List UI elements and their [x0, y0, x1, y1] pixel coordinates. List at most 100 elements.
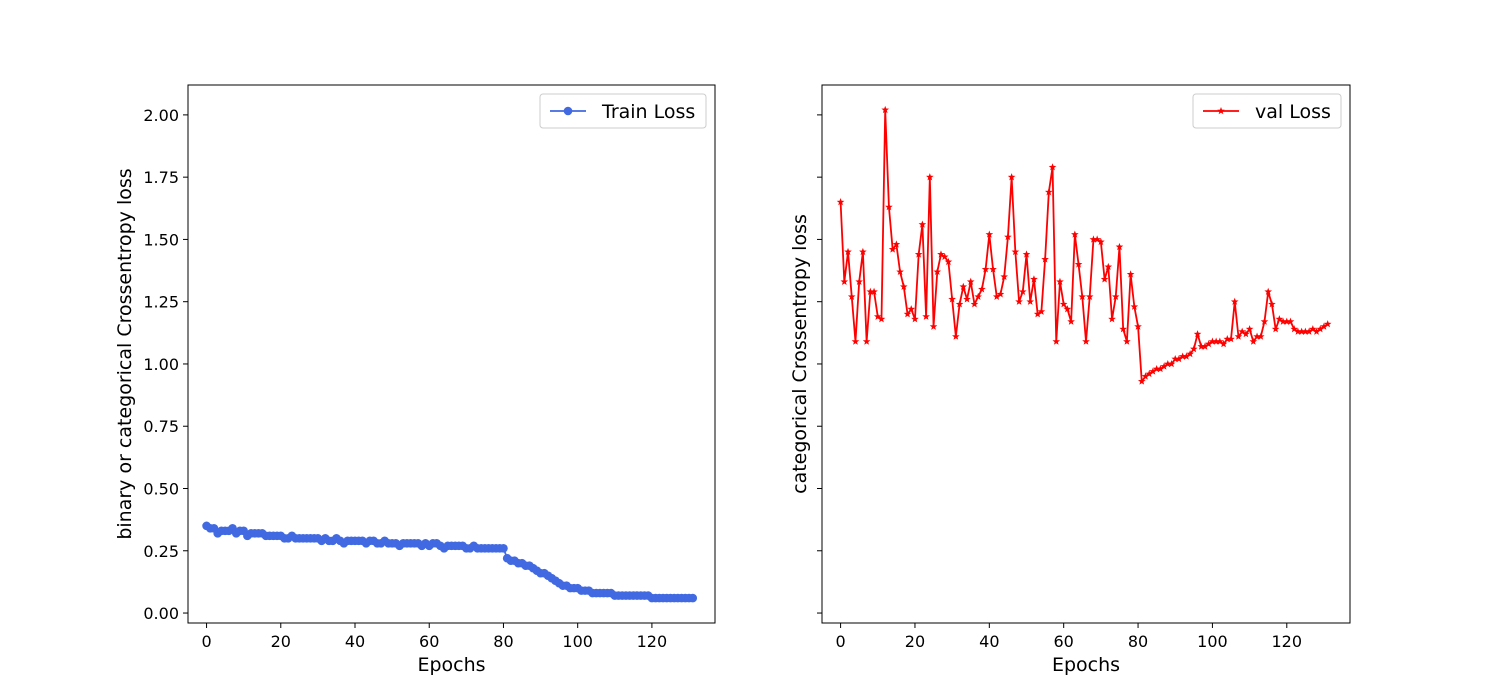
data-point: [1093, 235, 1101, 243]
data-point: [1152, 364, 1161, 373]
data-point: [1149, 367, 1157, 375]
data-point: [870, 287, 878, 295]
data-point: [1048, 163, 1057, 171]
data-point: [1238, 327, 1246, 335]
data-point: [885, 203, 893, 211]
data-point: [499, 543, 508, 553]
data-point: [1301, 327, 1310, 335]
data-point: [873, 312, 882, 320]
data-point: [940, 252, 949, 261]
plot-frame: [821, 84, 1351, 624]
x-tick-label: 120: [637, 632, 668, 651]
y-axis-label: categorical Crossentropy loss: [789, 214, 811, 494]
data-point: [922, 312, 930, 320]
x-tick-label: 60: [1054, 632, 1074, 651]
data-point: [1249, 337, 1258, 345]
data-point: [859, 247, 867, 256]
data-point: [1119, 325, 1127, 333]
data-point: [1164, 359, 1172, 368]
data-point: [1022, 250, 1031, 258]
y-tick-label: 2.00: [143, 106, 179, 125]
data-point: [862, 337, 871, 345]
data-point: [1219, 340, 1228, 348]
x-tick-label: 0: [835, 632, 845, 651]
data-point: [1004, 232, 1012, 241]
x-tick-label: 80: [1128, 632, 1148, 651]
data-point: [1037, 307, 1046, 315]
data-point: [1000, 272, 1008, 281]
data-point: [937, 250, 945, 258]
data-point: [1227, 335, 1235, 343]
data-point: [1115, 242, 1124, 251]
data-point: [1320, 322, 1328, 330]
y-tick-label: 1.50: [143, 230, 179, 249]
data-point: [955, 300, 964, 308]
x-tick-label: 100: [1197, 632, 1228, 651]
data-point: [966, 277, 975, 285]
y-tick-label: 1.75: [143, 168, 179, 187]
data-point: [1056, 277, 1064, 285]
data-point: [844, 247, 852, 256]
x-tick-label: 80: [493, 632, 513, 651]
data-point: [1067, 317, 1075, 325]
data-point: [888, 245, 897, 253]
data-point: [1126, 270, 1135, 278]
x-axis-label: Epochs: [417, 654, 485, 676]
y-axis-label: binary or categorical Crossentropy loss: [114, 168, 136, 539]
data-point: [1045, 188, 1053, 196]
data-point: [1015, 297, 1023, 305]
data-point: [1052, 337, 1061, 345]
data-point: [1216, 337, 1224, 345]
data-point: [1026, 297, 1035, 305]
x-tick-label: 120: [1272, 632, 1303, 651]
data-point: [1097, 237, 1105, 246]
x-tick-label: 40: [979, 632, 999, 651]
data-point: [1286, 317, 1295, 325]
data-point: [926, 173, 934, 181]
x-tick-label: 20: [271, 632, 291, 651]
x-tick-label: 20: [905, 632, 925, 651]
data-point: [1030, 275, 1038, 283]
data-point: [881, 105, 890, 114]
data-point: [1186, 350, 1194, 358]
legend-box: [539, 93, 707, 129]
y-tick-label: 0.00: [143, 604, 179, 623]
legend-marker: [1217, 107, 1225, 115]
data-point: [914, 250, 923, 258]
data-point: [1212, 337, 1220, 345]
data-point: [1167, 359, 1176, 368]
data-point: [1260, 317, 1269, 325]
data-point: [1041, 255, 1049, 263]
data-point: [918, 220, 927, 228]
legend: val Loss: [1192, 93, 1342, 129]
data-point: [970, 300, 979, 308]
data-point: [963, 295, 971, 303]
data-point: [1242, 330, 1250, 338]
data-point: [948, 295, 956, 303]
data-point: [1268, 300, 1276, 308]
data-point: [1323, 320, 1332, 328]
data-point: [1279, 317, 1287, 325]
data-point: [1160, 362, 1168, 370]
data-point: [1108, 315, 1116, 323]
legend-box: [1192, 93, 1342, 129]
data-point: [855, 277, 863, 285]
chart-panel-2: 0 20 40 60 80 100 120 val Loss Epochs categorical…: [789, 84, 1351, 676]
data-point: [1059, 300, 1068, 308]
data-point: [1085, 292, 1094, 300]
data-point: [1245, 325, 1254, 333]
data-point: [989, 265, 997, 273]
data-point: [1141, 372, 1150, 380]
data-point: [1171, 354, 1180, 363]
data-point: [1130, 302, 1139, 310]
data-point: [851, 337, 860, 345]
data-point: [1275, 315, 1284, 323]
data-point: [1264, 287, 1272, 295]
data-point: [1018, 287, 1027, 295]
data-point: [866, 287, 875, 295]
data-point: [1007, 173, 1016, 181]
data-point: [978, 285, 986, 293]
y-tick-label: 1.00: [143, 355, 179, 374]
data-point: [981, 265, 990, 273]
